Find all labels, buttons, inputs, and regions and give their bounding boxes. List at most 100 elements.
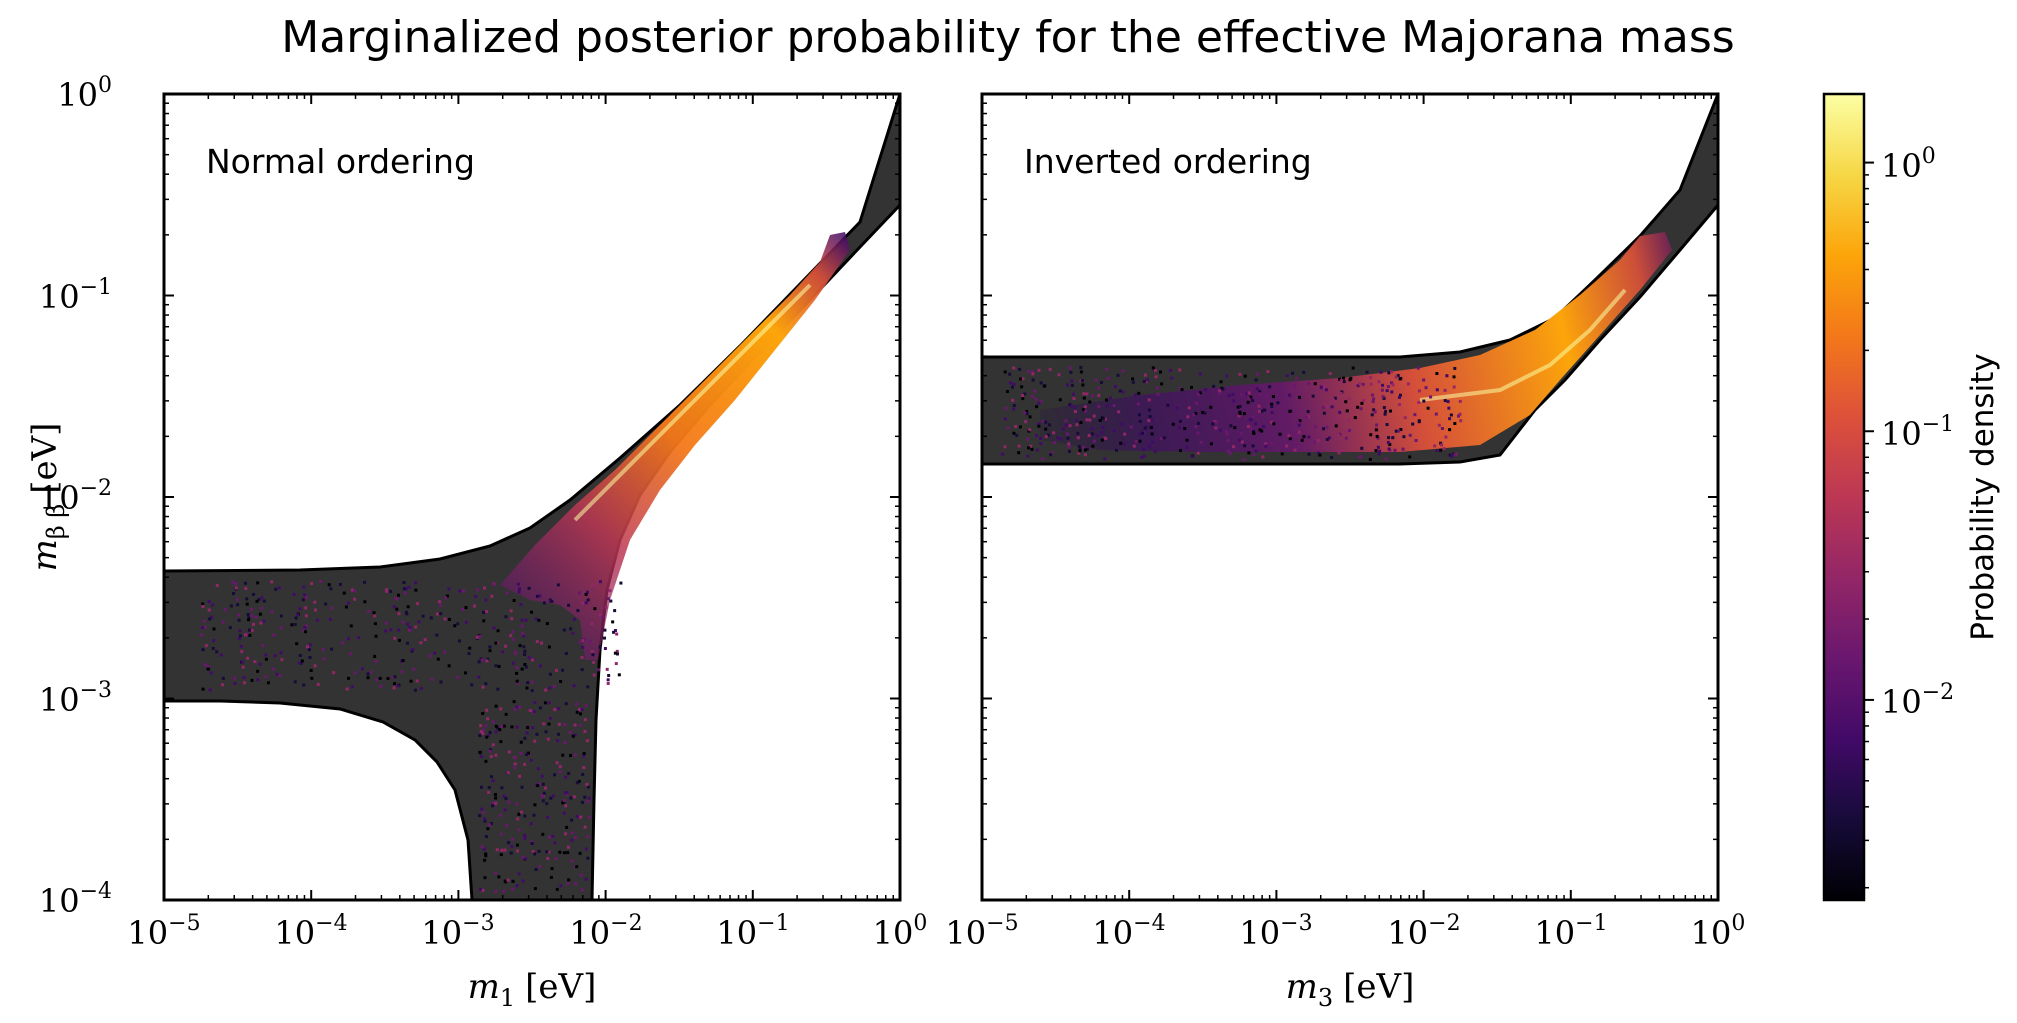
posterior-sample [417,620,421,624]
posterior-sample [209,671,213,675]
posterior-sample [1429,395,1433,399]
posterior-sample [1249,426,1253,430]
posterior-sample [221,676,225,680]
posterior-sample [494,871,498,875]
posterior-sample [1361,382,1365,386]
posterior-sample [1123,432,1127,436]
posterior-sample [512,700,516,704]
posterior-sample [585,783,589,787]
posterior-sample [1113,385,1117,389]
posterior-sample [1417,420,1421,424]
posterior-sample [504,796,508,800]
annotation-normal-ordering: Normal ordering [206,142,475,181]
posterior-sample [1368,457,1372,461]
posterior-sample [1015,433,1019,437]
posterior-sample [544,688,548,692]
posterior-sample [1446,400,1450,404]
posterior-sample [1321,406,1325,410]
x-tick-labels-right: 10−5 10−4 10−3 10−2 10−1 100 [945,911,1745,952]
posterior-sample [569,754,573,758]
y-tick-label: 10−1 [39,275,112,316]
posterior-sample [583,825,587,829]
posterior-sample [303,626,307,630]
posterior-sample [550,867,554,871]
posterior-sample [483,876,487,880]
posterior-sample [1368,376,1372,380]
posterior-sample [1008,372,1012,376]
posterior-sample [525,731,529,735]
posterior-sample [1426,406,1430,410]
posterior-sample [202,619,206,623]
posterior-sample [515,843,519,847]
posterior-sample [537,618,541,622]
posterior-sample [1325,404,1329,408]
posterior-sample [313,664,317,668]
posterior-sample [1138,432,1142,436]
posterior-sample [485,659,489,663]
posterior-sample [392,605,396,609]
posterior-sample [505,591,509,595]
posterior-sample [1212,384,1216,388]
posterior-sample [313,608,317,612]
posterior-sample [564,775,568,779]
posterior-sample [493,793,497,797]
posterior-sample [467,652,471,656]
x-tick-label: 10−3 [1239,911,1312,952]
posterior-sample [1237,414,1241,418]
posterior-sample [525,686,529,690]
posterior-sample [407,585,411,589]
posterior-sample [1398,393,1402,397]
posterior-sample [1450,454,1454,458]
panel-normal-ordering: Normal ordering 10−5 10−4 10−3 10−2 10−1… [25,73,927,1012]
posterior-sample [1302,435,1306,439]
posterior-sample [373,622,377,626]
posterior-sample [1020,385,1024,389]
posterior-sample [570,859,574,863]
posterior-sample [342,591,346,595]
posterior-sample [1251,415,1255,419]
posterior-sample [221,620,225,624]
posterior-sample [1401,447,1405,451]
posterior-sample [1344,429,1348,433]
posterior-sample [1339,391,1343,395]
posterior-ridge-normal [573,283,812,522]
posterior-sample [584,704,588,708]
posterior-sample [491,804,495,808]
posterior-sample [386,677,390,681]
posterior-sample [487,823,491,827]
posterior-sample [507,750,511,754]
posterior-sample [1307,452,1311,456]
posterior-sample [1370,413,1374,417]
posterior-sample [1272,422,1276,426]
posterior-sample [1397,429,1401,433]
posterior-sample [554,856,558,860]
posterior-sample [523,762,527,766]
posterior-sample [329,606,333,610]
posterior-sample [528,708,532,712]
posterior-sample [1342,380,1346,384]
posterior-sample [481,711,485,715]
posterior-sample [481,811,485,815]
posterior-sample [316,682,320,686]
posterior-sample [531,726,535,730]
posterior-sample [524,665,528,669]
posterior-sample [532,710,536,714]
posterior-sample [1377,452,1381,456]
posterior-sample [273,654,277,658]
posterior-sample [384,588,388,592]
posterior-sample [608,589,612,593]
posterior-sample [262,619,266,623]
posterior-sample [1138,439,1142,443]
posterior-sample [219,653,223,657]
posterior-sample [1305,415,1309,419]
posterior-sample [1439,441,1443,445]
posterior-sample [566,845,570,849]
posterior-sample [533,803,537,807]
posterior-sample [616,652,620,656]
posterior-sample [504,644,508,648]
posterior-sample [518,774,522,778]
posterior-sample [519,752,523,756]
posterior-sample [574,836,578,840]
posterior-sample [1344,400,1348,404]
posterior-sample [1070,379,1074,383]
